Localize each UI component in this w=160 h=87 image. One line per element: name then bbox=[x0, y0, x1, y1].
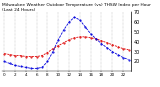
Text: Milwaukee Weather Outdoor Temperature (vs) THSW Index per Hour (Last 24 Hours): Milwaukee Weather Outdoor Temperature (v… bbox=[2, 3, 150, 12]
